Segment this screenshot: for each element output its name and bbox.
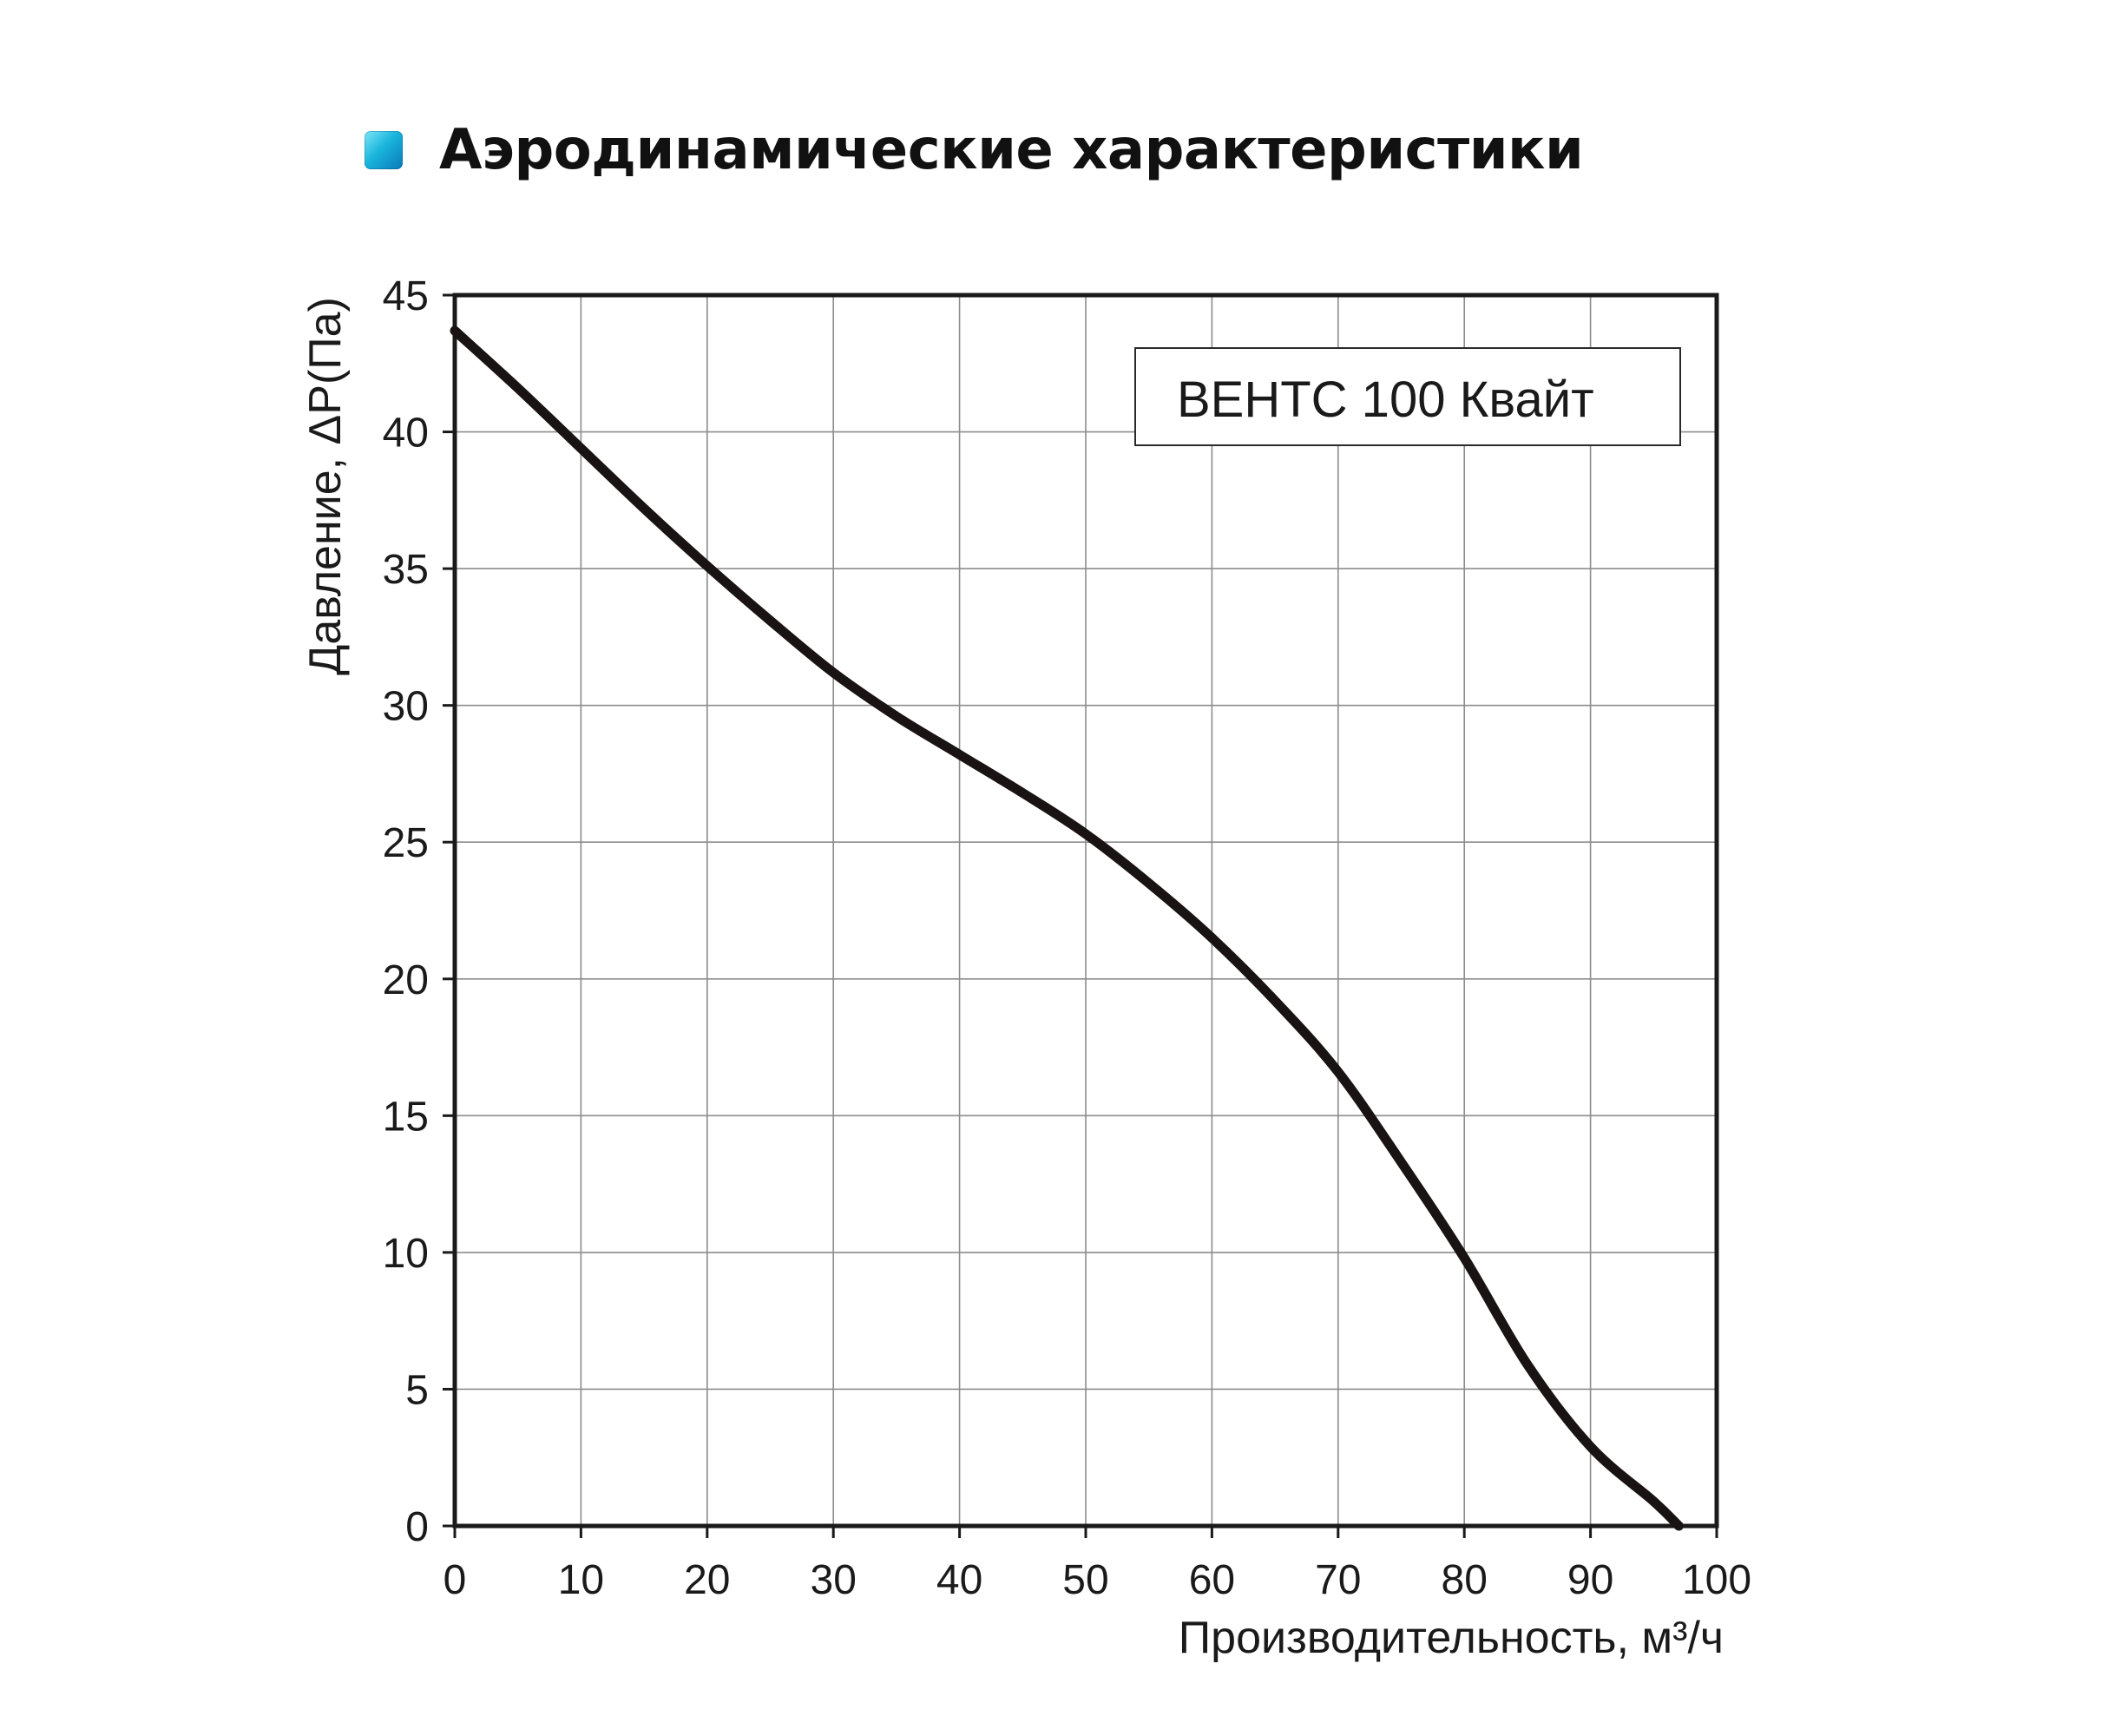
y-tick-label: 30	[383, 684, 429, 730]
legend-entry: ВЕНТС 100 Квайт	[1177, 372, 1594, 428]
x-tick-label: 100	[1682, 1557, 1751, 1603]
y-tick-label: 15	[383, 1094, 429, 1140]
x-tick-label: 70	[1315, 1557, 1361, 1603]
plot-area	[452, 293, 1719, 1529]
square-bullet-icon	[365, 131, 403, 169]
chart-series	[450, 326, 1684, 1531]
x-tick-label: 60	[1189, 1557, 1235, 1603]
x-tick-label: 40	[936, 1557, 982, 1603]
x-tick-label: 10	[558, 1557, 604, 1603]
y-tick-label: 35	[383, 547, 429, 593]
x-axis-ticks: 0 10 20 30 40 50 60 70 80 90 100	[443, 1526, 1751, 1603]
y-tick-label: 20	[383, 957, 429, 1003]
series-line	[450, 326, 1684, 1531]
x-tick-label: 50	[1062, 1557, 1108, 1603]
y-tick-label: 0	[405, 1504, 429, 1550]
y-tick-label: 45	[383, 273, 429, 319]
chart-title: Аэродинамические характеристики	[439, 118, 1584, 182]
chart-grid	[455, 295, 1717, 1526]
x-tick-label: 0	[443, 1557, 467, 1603]
legend-box	[1134, 347, 1681, 446]
y-axis-label: Давление, ΔP(Па)	[300, 297, 351, 675]
y-axis-ticks: 0 5 10 15 20 25 30 35 40 45	[383, 273, 455, 1550]
x-tick-label: 90	[1567, 1557, 1613, 1603]
y-tick-label: 25	[383, 820, 429, 866]
plot-frame	[452, 293, 1719, 1529]
chart-legend: ВЕНТС 100 Квайт	[1134, 347, 1681, 446]
x-tick-label: 80	[1442, 1557, 1488, 1603]
y-tick-label: 10	[383, 1231, 429, 1277]
x-tick-label: 20	[684, 1557, 730, 1603]
x-axis-label: Производительность, м³/ч	[1179, 1613, 1724, 1663]
x-tick-label: 30	[811, 1557, 857, 1603]
chart-title-row: Аэродинамические характеристики	[365, 111, 1584, 189]
y-tick-label: 5	[405, 1367, 429, 1413]
y-tick-label: 40	[383, 411, 429, 457]
